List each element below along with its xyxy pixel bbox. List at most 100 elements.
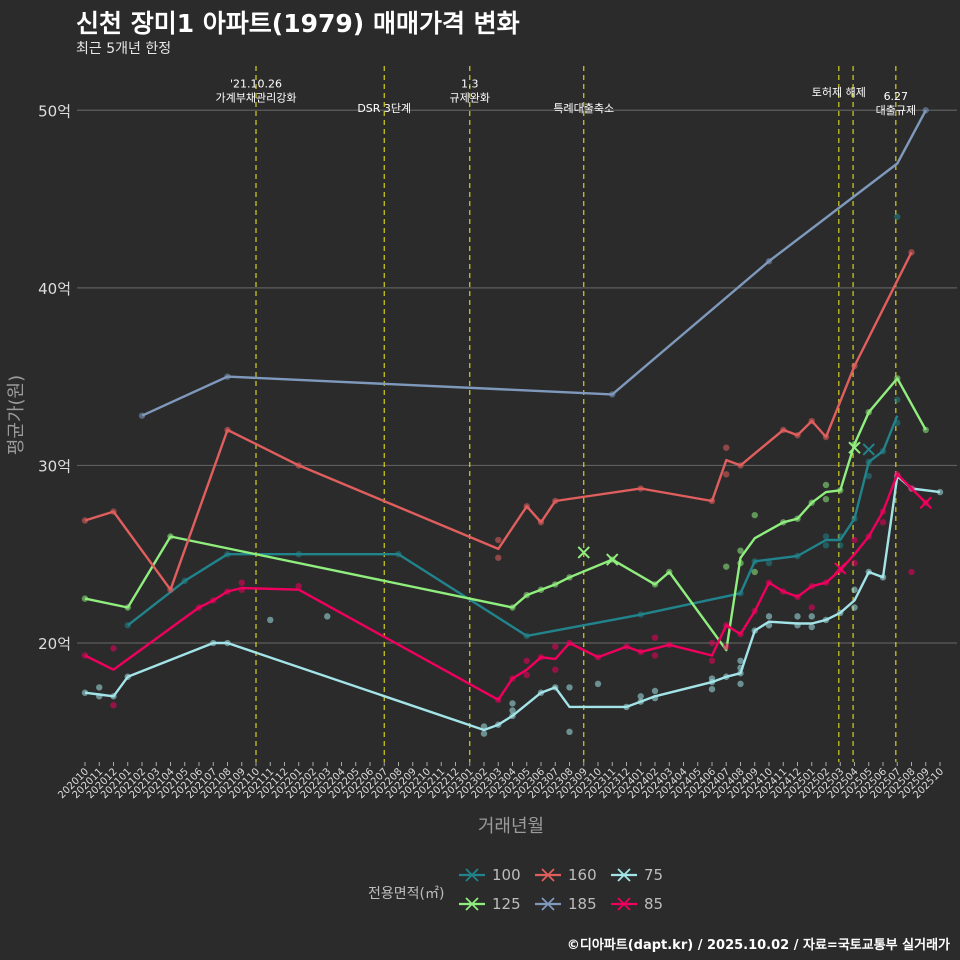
data-point: [794, 613, 801, 620]
data-point: [523, 671, 530, 679]
series-line: [84, 251, 913, 591]
data-point: [723, 471, 730, 478]
data-point: [708, 685, 716, 693]
data-point: [723, 563, 730, 570]
data-point: [851, 586, 858, 593]
legend-label: 185: [568, 895, 597, 913]
data-point: [908, 568, 915, 576]
data-point: [324, 613, 331, 620]
legend-label: 125: [492, 895, 521, 913]
series-75: [81, 472, 944, 737]
series-160: [81, 249, 915, 593]
event-label: '21.10.26 가계부채관리강화: [216, 77, 297, 104]
legend-item-160: 160: [534, 866, 597, 884]
data-point: [837, 542, 844, 549]
data-point: [651, 687, 659, 695]
data-point: [708, 639, 716, 647]
data-point: [523, 657, 530, 664]
data-point: [495, 536, 502, 544]
legend-item-100: 100: [458, 866, 521, 884]
data-point: [737, 680, 744, 688]
legend-label: 160: [568, 866, 597, 884]
data-point: [637, 693, 644, 700]
data-point: [894, 396, 901, 403]
data-point: [822, 481, 830, 489]
legend-key-icon: [535, 868, 561, 882]
legend-key-icon: [459, 868, 485, 882]
legend: 100 125 160 185 75 85: [458, 866, 688, 922]
cross-marker: [834, 562, 847, 575]
event-label: 특례대출축소: [553, 102, 614, 115]
chart-title: 신천 장미1 아파트(1979) 매매가격 변화: [76, 9, 520, 38]
series-125: [81, 375, 929, 652]
data-point: [96, 684, 103, 691]
data-point: [480, 730, 488, 737]
data-point: [238, 579, 245, 586]
event-label: 1.3 규제완화: [450, 77, 490, 104]
series-85: [81, 471, 932, 709]
data-point: [865, 472, 872, 480]
series-line: [84, 474, 941, 732]
legend-key-icon: [611, 868, 637, 882]
data-point: [480, 723, 488, 730]
data-point: [723, 643, 730, 650]
chart-subtitle: 최근 5개년 한정: [76, 41, 172, 57]
data-point: [851, 604, 858, 611]
data-point: [808, 623, 815, 631]
legend-label: 100: [492, 866, 521, 884]
source-caption: ©디아파트(dapt.kr) / 2025.10.02 / 자료=국토교통부 실…: [566, 938, 950, 953]
legend-key-icon: [535, 897, 561, 911]
data-point: [552, 643, 559, 650]
series-line: [84, 473, 927, 701]
legend-item-185: 185: [534, 895, 597, 913]
data-point: [765, 559, 773, 567]
data-point: [822, 495, 830, 503]
data-point: [851, 536, 858, 544]
legend-label: 85: [644, 895, 664, 913]
data-point: [808, 604, 815, 611]
data-point: [509, 707, 516, 714]
data-point: [110, 701, 117, 709]
data-point: [566, 684, 573, 691]
data-point: [822, 542, 830, 549]
event-label: DSR 3단계: [357, 102, 411, 115]
data-point: [765, 613, 773, 620]
data-point: [723, 444, 730, 451]
data-point: [822, 533, 830, 540]
data-point: [267, 616, 274, 624]
data-point: [552, 666, 559, 673]
cross-marker: [919, 496, 932, 509]
data-point: [651, 634, 659, 641]
y-tick-label: 40억: [38, 280, 71, 298]
legend-label: 75: [644, 866, 664, 884]
data-point: [808, 613, 815, 620]
y-axis-title: 평균가(원): [6, 375, 27, 455]
x-axis-title: 거래년월: [478, 816, 544, 837]
legend-key-icon: [459, 897, 485, 911]
cross-marker: [577, 546, 590, 559]
cross-marker: [848, 441, 861, 454]
legend-item-85: 85: [610, 895, 663, 913]
data-point: [594, 680, 602, 688]
data-point: [566, 728, 573, 736]
cross-marker: [606, 553, 619, 566]
legend-item-125: 125: [458, 895, 521, 913]
data-point: [851, 559, 858, 567]
series-line: [141, 109, 927, 417]
data-point: [879, 519, 887, 526]
data-point: [737, 547, 744, 554]
legend-key-icon: [611, 897, 637, 911]
data-point: [708, 675, 716, 682]
data-point: [495, 554, 502, 561]
data-point: [509, 700, 516, 707]
data-point: [737, 657, 744, 664]
data-point: [110, 645, 117, 652]
cross-marker: [862, 443, 875, 456]
y-tick-label: 20억: [38, 635, 71, 653]
series-185: [138, 107, 929, 419]
data-point: [708, 657, 716, 664]
event-label: 토허제 해제: [812, 85, 866, 99]
data-point: [894, 213, 901, 221]
data-point: [651, 652, 659, 659]
